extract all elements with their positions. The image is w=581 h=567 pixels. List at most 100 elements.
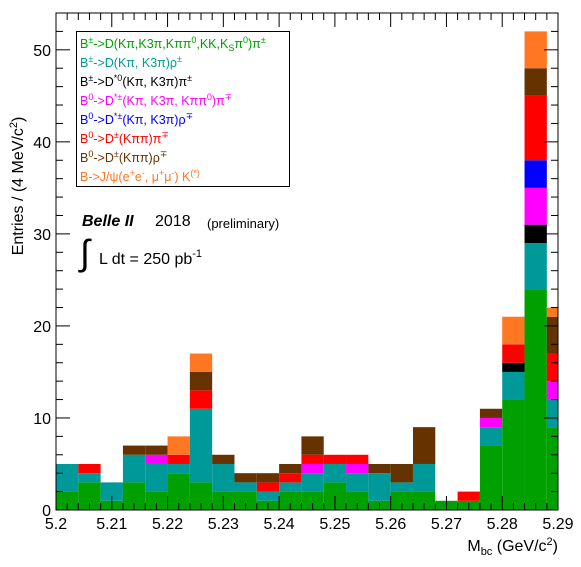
bar-segment-s0-b19 bbox=[479, 445, 503, 510]
bar-segment-s6-b10 bbox=[279, 463, 302, 474]
bar-segment-s1-b5 bbox=[167, 463, 190, 474]
bar-segment-s2-b21 bbox=[524, 224, 547, 244]
bar-segment-s1-b19 bbox=[479, 427, 503, 446]
y-tick-label: 50 bbox=[33, 43, 51, 60]
bar-segment-s1-b21 bbox=[524, 243, 547, 290]
bar-segment-s5-b18 bbox=[457, 491, 480, 501]
x-tick-label: 5.28 bbox=[487, 516, 518, 533]
y-tick-label: 40 bbox=[33, 135, 51, 152]
bar-segment-s0-b6 bbox=[189, 482, 213, 510]
bar-segment-s5-b10 bbox=[279, 473, 302, 483]
bar-segment-s0-b0 bbox=[56, 491, 79, 510]
bar-segment-s5-b6 bbox=[189, 390, 213, 409]
bar-segment-s5-b1 bbox=[78, 463, 101, 474]
bar-segment-s1-b0 bbox=[56, 463, 79, 492]
bar-segment-s1-b4 bbox=[145, 463, 168, 492]
legend-box bbox=[76, 31, 290, 187]
bar-segment-s3-b13 bbox=[346, 463, 369, 474]
x-tick-label: 5.22 bbox=[152, 516, 183, 533]
x-tick-label: 5.24 bbox=[264, 516, 295, 533]
bar-segment-s5-b12 bbox=[323, 454, 347, 464]
x-tick-label: 5.26 bbox=[375, 516, 406, 533]
legend-item-b0-dstar-pi: B0->D*±(Kπ, K3π, Kππ0)π∓ bbox=[80, 92, 233, 108]
bar-segment-s0-b8 bbox=[234, 491, 257, 510]
x-tick-labels: 5.2 5.21 5.22 5.23 5.24 5.25 5.26 5.27 5.28 5.29 bbox=[45, 516, 574, 533]
bar-segment-s6-b22 bbox=[546, 316, 558, 354]
bar-segment-s7-b20 bbox=[502, 316, 525, 345]
bar-segment-s6-b16 bbox=[412, 427, 436, 464]
bar-segment-s5-b20 bbox=[502, 344, 525, 363]
bar-segment-s0-b15 bbox=[390, 491, 413, 510]
bar-segment-s6-b7 bbox=[212, 454, 235, 464]
x-tick-label: 5.21 bbox=[96, 516, 127, 533]
bar-segment-s1-b15 bbox=[390, 482, 413, 492]
bar-segment-s3-b4 bbox=[145, 454, 168, 464]
histogram-bars bbox=[56, 31, 558, 510]
x-tick-label: 5.29 bbox=[542, 516, 573, 533]
legend-item-bpm-d-rho: B±->D(Kπ, K3π)ρ± bbox=[80, 54, 182, 70]
legend-item-bpm-d-pi: B±->D(Kπ,K3π,Kππ0,KK,KSπ0)π± bbox=[80, 35, 266, 53]
preliminary-label: (preliminary) bbox=[207, 216, 280, 231]
bar-segment-s1-b13 bbox=[346, 473, 369, 492]
x-axis-title: Mbc (GeV/c2) bbox=[467, 536, 558, 558]
bar-segment-s0-b4 bbox=[145, 491, 168, 510]
bar-segment-s5-b9 bbox=[256, 482, 280, 492]
bar-segment-s1-b7 bbox=[212, 463, 235, 492]
bar-segment-s1-b9 bbox=[256, 491, 280, 501]
bar-segment-s6-b8 bbox=[234, 473, 257, 483]
bar-segment-s6-b3 bbox=[122, 445, 146, 455]
bar-segment-s5-b11 bbox=[301, 454, 324, 464]
y-tick-label: 0 bbox=[42, 503, 51, 520]
plot-frame bbox=[55, 12, 559, 511]
x-tick-label: 5.2 bbox=[45, 516, 67, 533]
axis-ticks bbox=[55, 12, 559, 511]
bar-segment-s1-b8 bbox=[234, 482, 257, 492]
bar-segment-s4-b21 bbox=[524, 160, 547, 188]
bar-segment-s0-b3 bbox=[122, 482, 146, 510]
experiment-label: Belle II bbox=[82, 213, 134, 230]
bar-segment-s0-b16 bbox=[412, 491, 436, 510]
x-tick-label: 5.27 bbox=[431, 516, 462, 533]
bar-segment-s0-b13 bbox=[346, 491, 369, 510]
y-axis-title: Entries / (4 MeV/c2) bbox=[8, 117, 27, 256]
bar-segment-s0-b1 bbox=[78, 482, 101, 510]
bar-segment-s5-b13 bbox=[346, 454, 369, 464]
bar-segment-s5-b22 bbox=[546, 353, 558, 382]
y-tick-label: 20 bbox=[33, 319, 51, 336]
bar-segment-s1-b6 bbox=[189, 408, 213, 483]
bar-segment-s1-b22 bbox=[546, 399, 558, 428]
bar-segment-s7-b21 bbox=[524, 31, 547, 69]
bar-segment-s3-b21 bbox=[524, 187, 547, 225]
bar-segment-s3-b11 bbox=[301, 463, 324, 474]
bar-segment-s6-b11 bbox=[301, 436, 324, 455]
y-tick-labels: 0 10 20 30 40 50 bbox=[33, 43, 51, 520]
bar-segment-s2-b20 bbox=[502, 362, 525, 372]
bar-segment-s5-b21 bbox=[524, 95, 547, 161]
legend-item-b0-dstar-rho: B0->D*±(Kπ, K3π)ρ∓ bbox=[80, 111, 194, 127]
bar-segment-s6-b4 bbox=[145, 445, 168, 455]
bar-segment-s3-b22 bbox=[546, 381, 558, 400]
bar-segment-s3-b19 bbox=[479, 417, 503, 428]
luminosity-label: L dt = 250 pb-1 bbox=[99, 248, 203, 268]
bar-segment-s6-b6 bbox=[189, 371, 213, 391]
bar-segment-s1-b1 bbox=[78, 473, 101, 483]
bar-segment-s1-b12 bbox=[323, 463, 347, 483]
y-tick-label: 30 bbox=[33, 227, 51, 244]
bar-segment-s1-b2 bbox=[100, 482, 123, 501]
integral-sign: ∫ bbox=[80, 232, 90, 273]
bar-segment-s6-b19 bbox=[479, 408, 503, 418]
legend-item-bpm-dstar0-pi: B±->D*0(Kπ, K3π)π± bbox=[80, 73, 193, 89]
bar-segment-s6-b9 bbox=[256, 473, 280, 483]
year-label: 2018 bbox=[155, 213, 191, 230]
bar-segment-s6-b21 bbox=[524, 68, 547, 96]
x-tick-label: 5.23 bbox=[208, 516, 239, 533]
bar-segment-s0-b20 bbox=[502, 399, 525, 510]
bar-segment-s7-b5 bbox=[167, 436, 190, 455]
bar-segment-s0-b10 bbox=[279, 491, 302, 510]
bar-segment-s0-b11 bbox=[301, 491, 324, 510]
legend-item-b0-dpm-rho: B0->D±(Kππ)ρ∓ bbox=[80, 149, 168, 165]
bar-segment-s1-b16 bbox=[412, 463, 436, 492]
bar-segment-s1-b11 bbox=[301, 473, 324, 492]
